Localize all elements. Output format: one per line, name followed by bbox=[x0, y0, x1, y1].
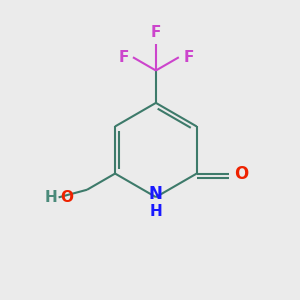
Text: O: O bbox=[60, 190, 73, 205]
Text: F: F bbox=[118, 50, 128, 65]
Text: H: H bbox=[149, 204, 162, 219]
Text: F: F bbox=[151, 25, 161, 40]
Text: O: O bbox=[234, 165, 249, 183]
Text: N: N bbox=[149, 185, 163, 203]
Text: H: H bbox=[44, 190, 57, 205]
Text: F: F bbox=[183, 50, 194, 65]
